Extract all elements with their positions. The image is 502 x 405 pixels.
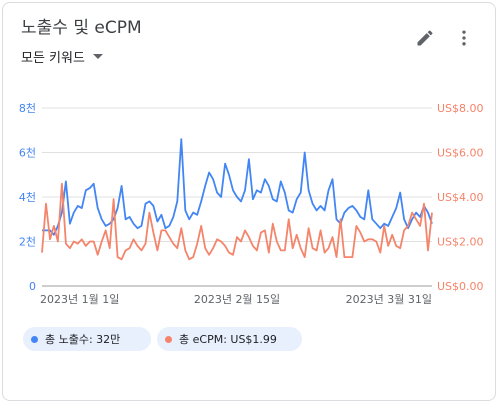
card-title: 노출수 및 eCPM bbox=[21, 18, 142, 38]
ecpm-line bbox=[41, 182, 433, 261]
right-axis-tick-label: US$0.00 bbox=[437, 280, 484, 293]
legend-chip-ecpm[interactable]: 총 eCPM: US$1.99 bbox=[157, 327, 302, 351]
legend-label-impressions: 총 노출수: 32만 bbox=[45, 333, 121, 346]
left-axis-tick-label: 6천 bbox=[19, 146, 36, 160]
keyword-dropdown-label: 모든 키워드 bbox=[21, 50, 85, 66]
legend-dot-ecpm bbox=[165, 335, 172, 343]
caret-down-icon bbox=[92, 53, 103, 59]
left-axis-tick-label: 4천 bbox=[19, 190, 36, 204]
left-axis-tick-label: 0 bbox=[29, 280, 36, 293]
right-axis-tick-label: US$6.00 bbox=[437, 147, 484, 160]
x-axis-tick-label: 2023년 3월 31일 bbox=[346, 292, 432, 306]
x-axis-tick-label: 2023년 2월 15일 bbox=[194, 292, 280, 306]
x-axis-tick-label: 2023년 1월 1일 bbox=[40, 292, 119, 306]
left-axis-tick-label: 8천 bbox=[19, 101, 36, 115]
impressions-line bbox=[42, 138, 433, 236]
more-options-button[interactable] bbox=[450, 24, 478, 52]
edit-button[interactable] bbox=[411, 24, 439, 52]
impressions-ecpm-chart: 0 US$0.00 2천 US$2.00 4천 US$4.00 6천 US$6.00 8천 US$… bbox=[19, 101, 484, 306]
keyword-dropdown[interactable]: 모든 키워드 bbox=[21, 45, 103, 67]
right-axis-tick-label: US$4.00 bbox=[437, 191, 484, 204]
right-axis-tick-label: US$2.00 bbox=[437, 236, 484, 249]
legend-chip-impressions[interactable]: 총 노출수: 32만 bbox=[23, 327, 151, 351]
more-vertical-icon bbox=[462, 30, 466, 46]
left-axis-tick-label: 2천 bbox=[19, 235, 36, 249]
right-axis-tick-label: US$8.00 bbox=[437, 102, 484, 115]
pencil-icon bbox=[417, 30, 433, 46]
legend-dot-impressions bbox=[31, 335, 38, 343]
legend-label-ecpm: 총 eCPM: US$1.99 bbox=[179, 333, 277, 346]
